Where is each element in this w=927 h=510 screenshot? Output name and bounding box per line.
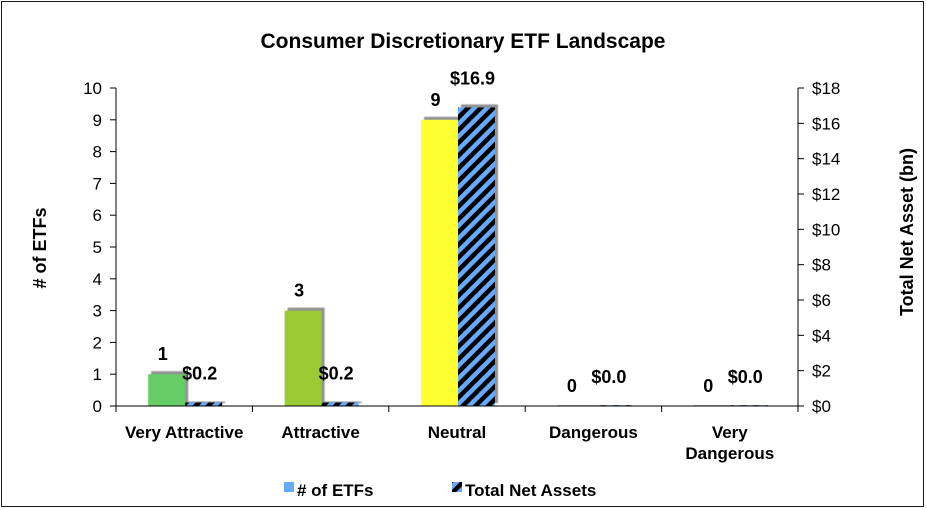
category-labels: Very Attractive Attractive Neutral Dangerou… <box>125 423 774 463</box>
etf-count-label: 3 <box>294 281 304 301</box>
net-asset-label: $16.9 <box>450 68 495 88</box>
category-label-line: Neutral <box>428 423 487 442</box>
right-tick-label: $2 <box>812 362 831 381</box>
category-label-line: Very Attractive <box>125 423 243 442</box>
left-tick-label: 0 <box>93 397 102 416</box>
etf-count-label: 0 <box>703 376 713 396</box>
right-axis-title: Total Net Asset (bn) <box>897 148 917 316</box>
etf-count-label: 1 <box>158 344 168 364</box>
category-label-line: Very <box>712 423 748 442</box>
etf-count-bar <box>284 310 322 406</box>
etf-count-label: 9 <box>430 90 440 110</box>
net-asset-label: $0.0 <box>728 367 763 387</box>
left-tick-label: 8 <box>93 143 102 162</box>
etf-count-label: 0 <box>567 376 577 396</box>
left-tick-label: 4 <box>93 270 102 289</box>
legend-label-net-assets: Total Net Assets <box>465 481 596 500</box>
right-tick-label: $0 <box>812 397 831 416</box>
left-tick-label: 6 <box>93 206 102 225</box>
right-tick-label: $4 <box>812 326 831 345</box>
net-asset-label: $0.2 <box>182 363 217 383</box>
left-tick-label: 2 <box>93 333 102 352</box>
data-labels: 1 $0.2 3 $0.2 9 $16.9 0 $0.0 0 $0.0 <box>158 68 763 396</box>
right-tick-label: $12 <box>812 185 840 204</box>
left-axis-title: # of ETFs <box>30 207 50 288</box>
category-ticks <box>115 406 799 412</box>
right-tick-label: $16 <box>812 114 840 133</box>
left-tick-label: 7 <box>93 174 102 193</box>
legend: # of ETFs Total Net Assets <box>284 481 596 500</box>
chart-title: Consumer Discretionary ETF Landscape <box>261 30 666 53</box>
net-asset-bar <box>185 402 223 406</box>
net-asset-label: $0.0 <box>591 367 626 387</box>
right-tick-label: $18 <box>812 79 840 98</box>
category-label: Very Dangerous <box>685 423 774 463</box>
etf-count-bar <box>148 374 186 406</box>
left-axis-ticks: 0 1 2 3 4 5 6 7 8 9 10 <box>83 79 116 416</box>
category-label: Attractive <box>281 423 359 442</box>
right-axis-ticks: $0 $2 $4 $6 $8 $10 $12 $14 $16 $18 <box>798 79 840 416</box>
net-asset-bar <box>321 402 359 406</box>
right-tick-label: $8 <box>812 256 831 275</box>
category-label-line: Dangerous <box>549 423 638 442</box>
left-tick-label: 1 <box>93 365 102 384</box>
legend-swatch-etf-count <box>284 482 294 492</box>
right-tick-label: $6 <box>812 291 831 310</box>
category-label: Neutral <box>428 423 487 442</box>
etf-count-bar <box>421 119 458 407</box>
net-asset-bar <box>458 107 495 406</box>
category-label-line: Dangerous <box>685 444 774 463</box>
net-asset-label: $0.2 <box>319 363 354 383</box>
left-tick-label: 10 <box>83 79 102 98</box>
etf-count-bars <box>148 119 731 407</box>
left-tick-label: 9 <box>93 111 102 130</box>
category-label: Dangerous <box>549 423 638 442</box>
category-label: Very Attractive <box>125 423 243 442</box>
legend-swatch-net-assets <box>452 482 462 492</box>
legend-label-etf-count: # of ETFs <box>297 481 374 500</box>
category-label-line: Attractive <box>281 423 359 442</box>
net-asset-bars <box>185 107 768 406</box>
left-tick-label: 5 <box>93 238 102 257</box>
left-tick-label: 3 <box>93 302 102 321</box>
right-tick-label: $10 <box>812 220 840 239</box>
right-tick-label: $14 <box>812 150 840 169</box>
